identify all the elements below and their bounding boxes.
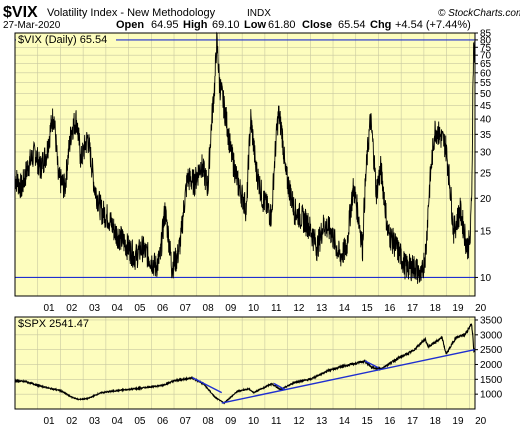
vix-y-tick-label: 30 (480, 147, 492, 158)
vix-x-tick-label: 18 (430, 303, 442, 314)
vix-y-tick-label: 35 (480, 130, 492, 141)
vix-price-line (14, 31, 475, 284)
spx-x-axis: 01 02 03 04 05 06 07 08 09 10 11 12 13 14 15 16 17 18 19 20 (44, 416, 487, 427)
spx-y-tick-label: 3500 (480, 315, 503, 326)
vix-series (14, 31, 475, 284)
vix-y-tick-label: 40 (480, 115, 492, 126)
close-value: 65.54 (338, 19, 366, 31)
spx-x-tick-label: 08 (203, 416, 215, 427)
vix-y-tick-label: 15 (480, 227, 492, 238)
vix-y-tick-label: 20 (480, 194, 492, 205)
vix-x-tick-label: 13 (316, 303, 328, 314)
spx-x-tick-label: 16 (384, 416, 396, 427)
low-label: Low (244, 19, 266, 31)
vix-x-tick-label: 06 (157, 303, 169, 314)
spx-x-tick-label: 20 (475, 416, 487, 427)
spx-trendlines (191, 348, 475, 404)
spx-series (14, 323, 476, 405)
spx-panel-background (15, 317, 475, 409)
spx-trendline (273, 382, 286, 391)
vix-y-tick-label: 85 (480, 29, 492, 40)
spx-trendline (364, 360, 379, 369)
open-label: Open (116, 19, 144, 31)
spx-trendline (221, 348, 475, 404)
vix-x-tick-label: 09 (225, 303, 237, 314)
spx-y-tick-label: 1500 (480, 375, 503, 386)
spx-y-tick-label: 1000 (480, 390, 503, 401)
vix-x-tick-label: 04 (112, 303, 124, 314)
spx-grid (15, 317, 475, 409)
vix-x-tick-label: 16 (384, 303, 396, 314)
spx-trendline (191, 376, 223, 394)
vix-x-tick-label: 20 (475, 303, 487, 314)
vix-y-tick-label: 70 (480, 51, 492, 62)
vix-x-tick-label: 03 (89, 303, 101, 314)
vix-x-tick-label: 08 (203, 303, 215, 314)
spx-x-tick-label: 09 (225, 416, 237, 427)
close-label: Close (302, 19, 332, 31)
spx-y-tick-label: 3000 (480, 330, 503, 341)
vix-legend: $VIX (Daily) 65.54 (18, 34, 107, 46)
spx-y-tick-label: 2000 (480, 360, 503, 371)
spx-x-tick-label: 19 (452, 416, 464, 427)
spx-x-tick-label: 04 (112, 416, 124, 427)
spx-x-tick-label: 03 (89, 416, 101, 427)
spx-x-tick-label: 18 (430, 416, 442, 427)
chg-value: +4.54 (+7.44%) (395, 19, 471, 31)
high-value: 69.10 (212, 19, 240, 31)
spx-x-tick-label: 15 (362, 416, 374, 427)
vix-y-tick-label: 75 (480, 43, 492, 54)
spx-legend-bg (16, 318, 88, 329)
vix-legend-bg (16, 34, 116, 44)
vix-y-tick-label: 65 (480, 59, 492, 70)
vix-x-tick-label: 11 (271, 303, 282, 314)
spx-x-tick-label: 17 (407, 416, 419, 427)
vix-y-tick-label: 55 (480, 78, 492, 89)
vix-x-tick-label: 19 (452, 303, 464, 314)
spx-x-tick-label: 10 (248, 416, 260, 427)
spx-legend: $SPX 2541.47 (18, 318, 89, 330)
chg-label: Chg (370, 19, 391, 31)
vix-y-tick-label: 60 (480, 68, 492, 79)
symbol-title: $VIX (3, 4, 38, 21)
spx-x-tick-label: 01 (44, 416, 56, 427)
vix-y-tick-label: 25 (480, 168, 492, 179)
vix-x-tick-label: 05 (134, 303, 146, 314)
vix-y-tick-label: 45 (480, 101, 492, 112)
vix-x-tick-label: 07 (180, 303, 192, 314)
spx-price-line (14, 323, 476, 405)
spx-x-tick-label: 02 (66, 416, 78, 427)
instrument-name: Volatility Index - New Methodology (47, 7, 216, 19)
vix-x-tick-label: 10 (248, 303, 260, 314)
spx-x-tick-label: 11 (271, 416, 282, 427)
spx-panel-frame (14, 316, 476, 410)
spx-y-tick-label: 2500 (480, 345, 503, 356)
spx-x-tick-label: 12 (293, 416, 305, 427)
vix-x-tick-label: 02 (66, 303, 78, 314)
vix-x-axis: 01 02 03 04 05 06 07 08 09 10 11 12 13 14 15 16 17 18 19 20 (44, 303, 487, 314)
spx-x-tick-label: 05 (134, 416, 146, 427)
vix-y-tick-label: 10 (480, 273, 492, 284)
spx-x-tick-label: 06 (157, 416, 169, 427)
vix-x-tick-label: 01 (44, 303, 56, 314)
spx-x-tick-label: 07 (180, 416, 192, 427)
spx-x-tick-label: 13 (316, 416, 328, 427)
spx-y-axis: 1000 1500 2000 2500 3000 3500 (475, 315, 503, 401)
vix-x-tick-label: 15 (362, 303, 374, 314)
open-value: 64.95 (151, 19, 179, 31)
vix-x-tick-label: 17 (407, 303, 419, 314)
low-value: 61.80 (268, 19, 296, 31)
vix-x-tick-label: 14 (339, 303, 351, 314)
copyright-label: © StockCharts.com (438, 8, 520, 19)
high-label: High (183, 19, 208, 31)
vix-panel-frame (14, 32, 476, 297)
exchange-label: INDX (247, 8, 271, 19)
spx-x-tick-label: 14 (339, 416, 351, 427)
vix-y-tick-label: 80 (480, 35, 492, 46)
vix-x-tick-label: 12 (293, 303, 305, 314)
vix-y-tick-label: 50 (480, 89, 492, 100)
date-label: 27-Mar-2020 (3, 20, 61, 31)
